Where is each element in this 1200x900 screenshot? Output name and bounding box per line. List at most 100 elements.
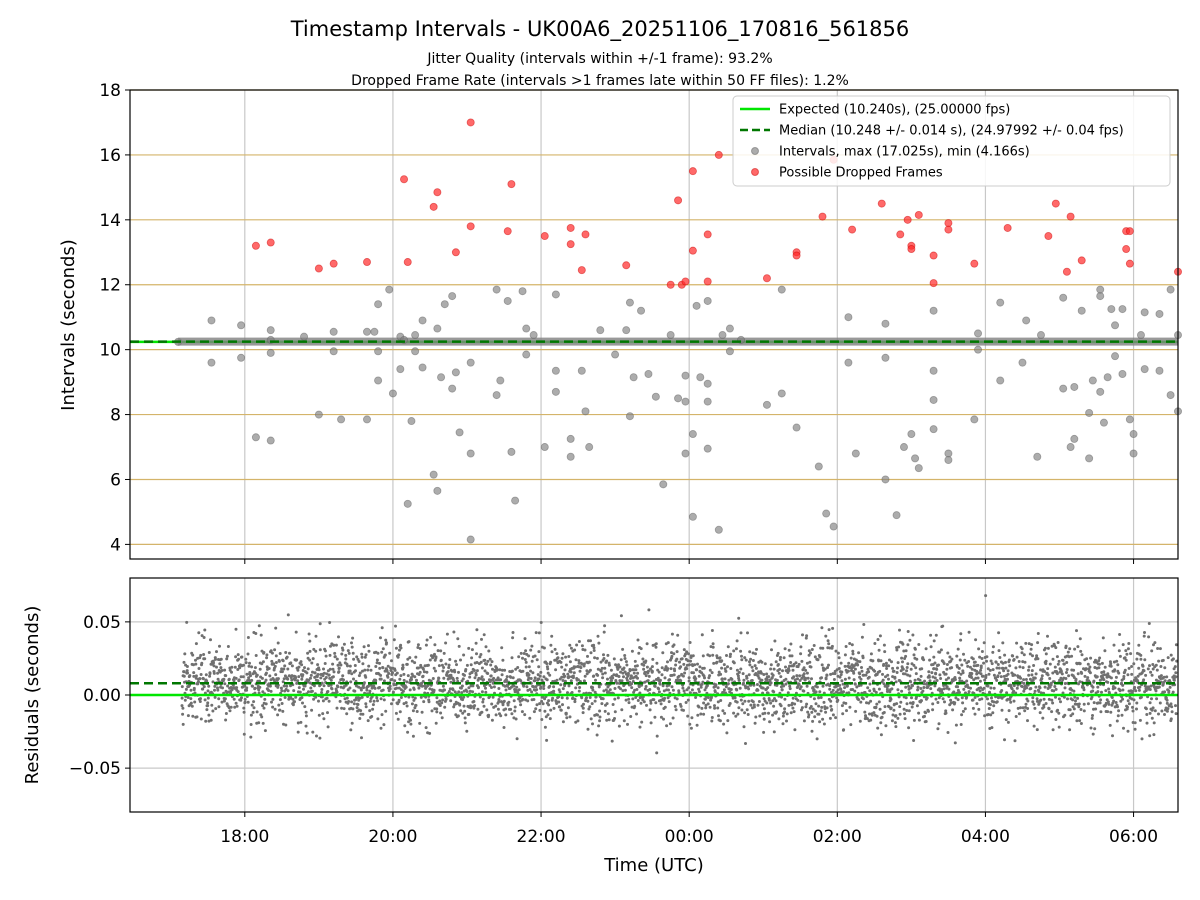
interval-point	[899, 443, 908, 452]
residual-point	[252, 706, 256, 710]
residual-point	[588, 705, 592, 709]
residual-point	[830, 708, 834, 711]
residual-point	[355, 655, 359, 659]
residual-point	[835, 668, 839, 672]
residual-point	[876, 726, 880, 730]
residual-point	[674, 708, 678, 712]
residual-point	[587, 660, 591, 664]
residual-point	[739, 649, 743, 653]
residual-point	[598, 715, 602, 719]
residual-point	[843, 686, 847, 690]
residual-point	[296, 721, 300, 725]
residual-point	[1101, 636, 1105, 640]
residual-point	[240, 655, 244, 659]
residual-point	[273, 664, 277, 668]
residual-point	[350, 700, 354, 704]
residual-point	[879, 721, 883, 725]
residual-point	[805, 634, 809, 638]
residual-point	[569, 670, 573, 674]
residual-point	[913, 678, 917, 682]
interval-point	[207, 316, 216, 325]
residual-point	[199, 673, 203, 676]
residual-point	[524, 649, 528, 653]
residual-point	[802, 719, 806, 723]
residual-point	[563, 684, 567, 688]
residual-point	[598, 709, 602, 713]
residual-point	[212, 664, 216, 668]
residual-point	[642, 700, 646, 704]
residual-point	[862, 623, 866, 626]
residual-point	[442, 676, 446, 680]
residual-point	[719, 672, 723, 676]
residual-point	[728, 702, 732, 705]
residual-point	[1106, 710, 1110, 714]
residual-point	[592, 646, 596, 650]
residual-point	[1063, 686, 1067, 690]
residual-point	[899, 700, 903, 704]
residual-point	[743, 711, 747, 715]
residual-point	[203, 698, 207, 702]
residual-point	[268, 684, 272, 688]
residual-point	[487, 649, 491, 653]
residual-point	[923, 679, 927, 683]
residual-point	[1102, 678, 1106, 682]
residual-point	[303, 666, 306, 670]
residual-point	[567, 684, 571, 688]
residual-point	[885, 664, 888, 668]
residual-point	[1019, 706, 1022, 710]
residual-point	[450, 669, 454, 673]
residual-point	[648, 708, 652, 712]
residual-point	[1064, 677, 1068, 680]
residual-point	[817, 712, 821, 716]
interval-point	[822, 509, 831, 518]
interval-point	[777, 389, 786, 398]
residual-point	[1107, 702, 1111, 706]
residual-point	[735, 639, 739, 643]
residual-point	[519, 703, 523, 707]
intervals-y-tick-label: 18	[99, 81, 121, 101]
residual-point	[500, 646, 504, 650]
dropped-frame-point	[266, 238, 275, 247]
residual-point	[810, 710, 814, 714]
interval-point	[974, 329, 983, 338]
residual-point	[636, 676, 639, 680]
residual-point	[933, 684, 937, 688]
residual-point	[337, 670, 341, 674]
residual-point	[672, 643, 676, 647]
residual-point	[613, 710, 617, 714]
residual-point	[459, 709, 463, 713]
residual-point	[793, 702, 797, 706]
residual-point	[248, 671, 252, 674]
residual-point	[303, 705, 307, 709]
residual-point	[186, 714, 190, 718]
residual-point	[1155, 697, 1159, 701]
residual-point	[954, 696, 958, 700]
residual-point	[602, 689, 606, 693]
residual-point	[866, 667, 870, 671]
residual-point	[1053, 685, 1057, 688]
residual-point	[805, 702, 809, 706]
residual-point	[687, 652, 690, 656]
residual-point	[787, 669, 791, 672]
residual-point	[809, 665, 813, 669]
residual-point	[547, 703, 551, 707]
residual-point	[268, 674, 272, 678]
residual-point	[1077, 705, 1081, 709]
residual-point	[273, 707, 277, 711]
residual-point	[360, 695, 364, 699]
residual-point	[271, 705, 275, 709]
residual-point	[464, 668, 468, 671]
residual-point	[582, 662, 586, 666]
residual-point	[788, 684, 792, 688]
residual-point	[732, 649, 736, 653]
residual-point	[855, 685, 859, 689]
residual-point	[1170, 705, 1174, 709]
residual-point	[341, 648, 345, 652]
residual-point	[274, 626, 278, 630]
interval-point	[503, 296, 512, 305]
residual-point	[1078, 637, 1082, 641]
residual-point	[685, 650, 689, 654]
residual-point	[527, 665, 531, 669]
residual-point	[901, 660, 904, 664]
residual-point	[346, 664, 349, 668]
